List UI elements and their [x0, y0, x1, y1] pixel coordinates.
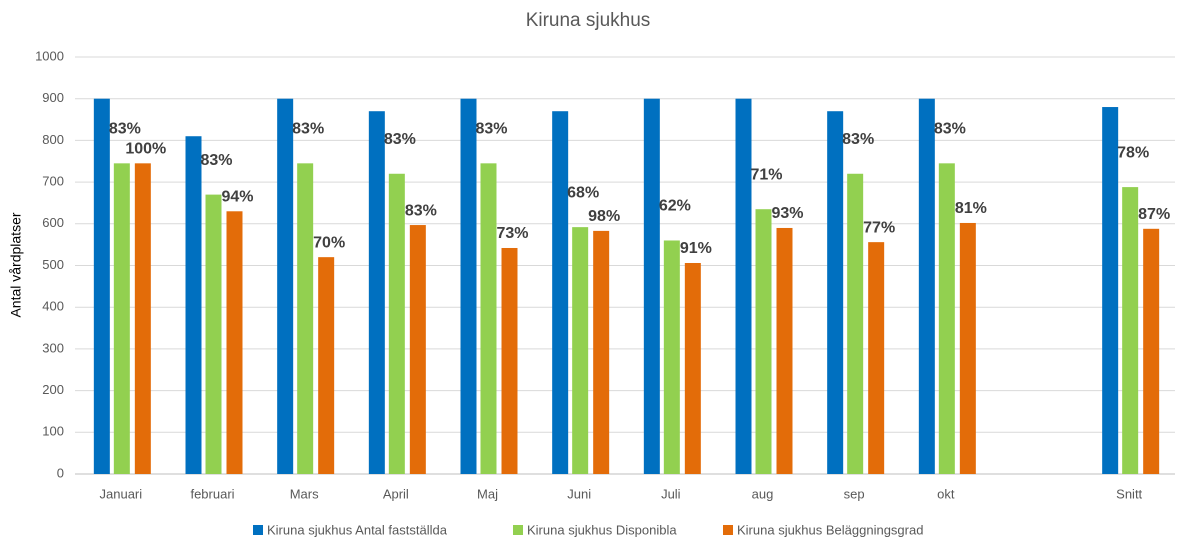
- bar: [1122, 187, 1139, 474]
- bar: [868, 242, 885, 474]
- bar: [480, 163, 497, 474]
- data-label: 93%: [771, 205, 803, 222]
- y-tick-label: 300: [42, 340, 64, 355]
- data-label: 94%: [221, 189, 253, 206]
- bar: [368, 111, 385, 475]
- data-label: 73%: [496, 225, 528, 242]
- data-label: 78%: [1117, 144, 1149, 161]
- data-label: 100%: [125, 141, 166, 158]
- y-tick-label: 800: [42, 132, 64, 147]
- bar: [938, 163, 955, 474]
- x-tick-label: Snitt: [1116, 486, 1142, 501]
- x-tick-label: Januari: [100, 486, 143, 501]
- legend-swatch: [723, 525, 733, 535]
- bar: [226, 211, 243, 475]
- data-label: 91%: [680, 240, 712, 257]
- legend-label: Kiruna sjukhus Antal fastställda: [267, 522, 448, 537]
- legend-swatch: [253, 525, 263, 535]
- data-label: 70%: [313, 234, 345, 251]
- bar: [409, 225, 426, 474]
- bar: [959, 222, 976, 474]
- bar: [552, 111, 569, 475]
- data-label: 98%: [588, 208, 620, 225]
- data-label: 81%: [955, 200, 987, 217]
- data-label: 83%: [200, 152, 232, 169]
- bar: [776, 227, 793, 474]
- bar: [277, 98, 294, 474]
- bar: [684, 262, 701, 474]
- bar: [1102, 107, 1119, 474]
- data-label: 83%: [292, 121, 324, 138]
- legend-label: Kiruna sjukhus Disponibla: [527, 522, 677, 537]
- x-tick-label: aug: [752, 486, 774, 501]
- x-tick-label: Maj: [477, 486, 498, 501]
- x-tick-label: Mars: [290, 486, 319, 501]
- y-tick-label: 600: [42, 215, 64, 230]
- data-label: 62%: [659, 198, 691, 215]
- bar: [572, 227, 589, 474]
- x-tick-label: April: [383, 486, 409, 501]
- data-label: 87%: [1138, 206, 1170, 223]
- bar: [318, 257, 335, 474]
- y-tick-label: 700: [42, 174, 64, 189]
- bar: [918, 98, 935, 474]
- x-tick-label: Juli: [661, 486, 681, 501]
- data-label: 68%: [567, 184, 599, 201]
- bar: [735, 98, 752, 474]
- y-axis-label: Antal vårdplatser: [8, 212, 24, 317]
- data-label: 77%: [863, 219, 895, 236]
- y-tick-label: 100: [42, 424, 64, 439]
- bar: [185, 136, 202, 475]
- data-label: 71%: [750, 166, 782, 183]
- x-tick-label: februari: [190, 486, 234, 501]
- bar: [663, 240, 680, 474]
- x-tick-label: okt: [937, 486, 955, 501]
- bar: [460, 98, 477, 474]
- bar: [593, 230, 610, 474]
- data-label: 83%: [109, 121, 141, 138]
- bar: [755, 209, 772, 474]
- bar: [205, 194, 222, 475]
- legend-swatch: [513, 525, 523, 535]
- x-tick-label: sep: [844, 486, 865, 501]
- y-tick-label: 400: [42, 299, 64, 314]
- bar: [847, 173, 864, 474]
- y-tick-label: 900: [42, 90, 64, 105]
- data-label: 83%: [475, 121, 507, 138]
- bar: [501, 247, 518, 474]
- y-tick-label: 1000: [35, 48, 64, 63]
- bar: [93, 98, 110, 474]
- data-label: 83%: [384, 131, 416, 148]
- data-label: 83%: [934, 121, 966, 138]
- bar: [643, 98, 660, 474]
- legend-label: Kiruna sjukhus Beläggningsgrad: [737, 522, 923, 537]
- chart-title: Kiruna sjukhus: [526, 10, 651, 31]
- bar: [134, 163, 151, 474]
- bar: [297, 163, 314, 474]
- x-tick-label: Juni: [567, 486, 591, 501]
- y-tick-label: 500: [42, 257, 64, 272]
- y-tick-label: 200: [42, 382, 64, 397]
- data-label: 83%: [405, 202, 437, 219]
- bar: [113, 163, 130, 474]
- bar: [827, 111, 844, 475]
- y-tick-label: 0: [57, 465, 64, 480]
- data-label: 83%: [842, 131, 874, 148]
- bar: [1143, 228, 1160, 474]
- bar: [388, 173, 405, 474]
